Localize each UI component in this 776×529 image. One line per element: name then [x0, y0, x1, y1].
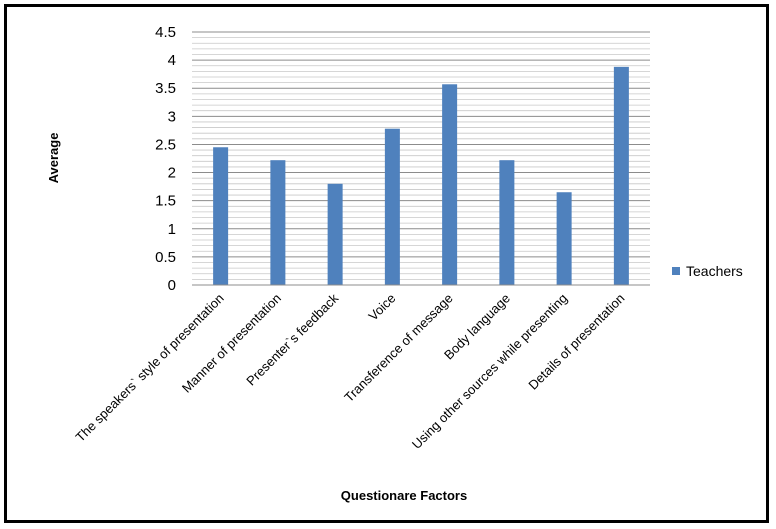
bar	[442, 84, 458, 285]
bar	[213, 147, 229, 285]
y-tick-label: 2.5	[155, 136, 176, 153]
bar	[499, 160, 515, 285]
bar	[613, 66, 629, 285]
y-tick-label: 0	[168, 277, 176, 294]
bar	[556, 192, 572, 285]
y-tick-label: 1	[168, 221, 176, 238]
legend-label-teachers: Teachers	[686, 263, 743, 279]
bar	[384, 128, 400, 285]
x-category-label: Transference of message	[341, 291, 456, 406]
y-tick-label: 3.5	[155, 80, 176, 97]
legend: Teachers	[672, 263, 743, 279]
y-tick-label: 0.5	[155, 249, 176, 266]
y-axis-ticks: 0 0.5 1 1.5 2 2.5 3 3.5 4 4.5	[155, 24, 176, 294]
y-tick-label: 2	[168, 165, 176, 182]
bar	[327, 183, 343, 285]
y-tick-label: 1.5	[155, 193, 176, 210]
y-tick-label: 4	[168, 52, 176, 69]
x-category-label: Voice	[365, 291, 398, 324]
x-axis-category-labels: The speakers` style of presentationManne…	[73, 290, 628, 452]
x-category-label: Manner of presentation	[179, 291, 284, 396]
bar	[270, 160, 286, 285]
x-category-label: Details of presentation	[525, 291, 627, 393]
y-tick-label: 3	[168, 108, 176, 125]
y-axis-title: Average	[46, 133, 61, 184]
x-axis-title: Questionare Factors	[341, 488, 467, 503]
y-tick-label: 4.5	[155, 24, 176, 41]
gridlines	[192, 31, 650, 286]
legend-swatch	[672, 267, 680, 275]
bars	[213, 66, 629, 285]
